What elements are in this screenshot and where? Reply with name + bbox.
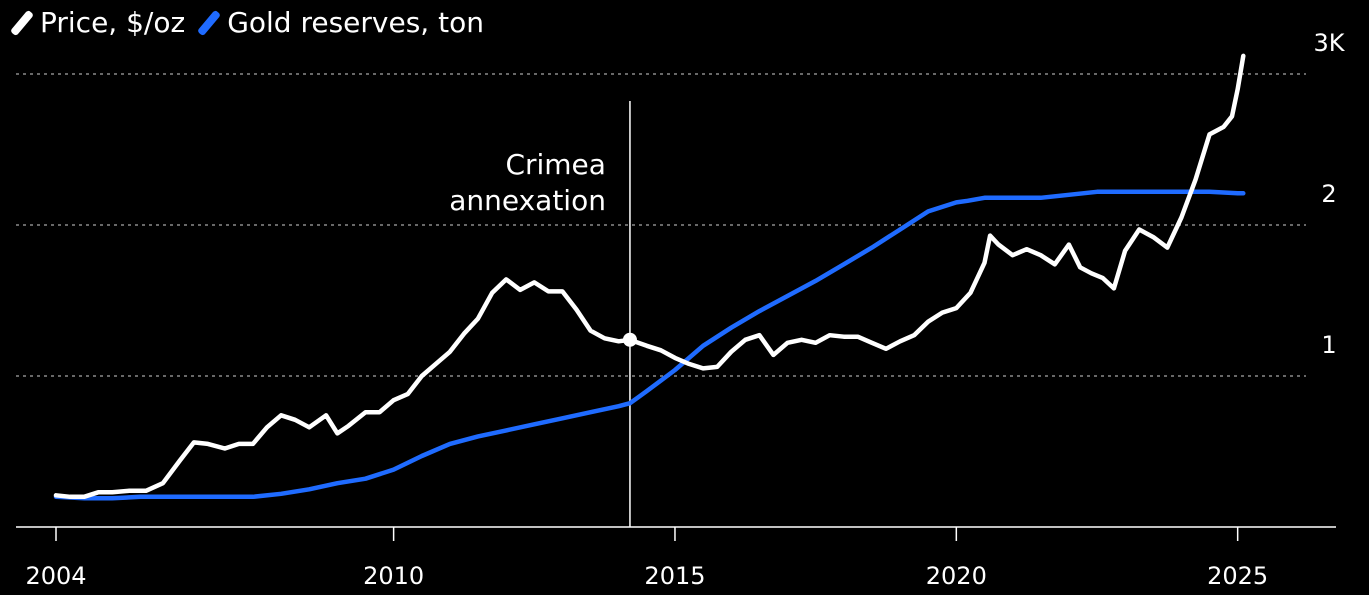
legend-label-price: Price, $/oz	[40, 6, 186, 39]
legend: Price, $/oz Gold reserves, ton	[9, 6, 500, 39]
annotation-dot	[622, 332, 637, 347]
x-tick-label: 2010	[363, 562, 424, 590]
legend-item-reserves: Gold reserves, ton	[197, 6, 484, 39]
x-tick-label: 2025	[1207, 562, 1268, 590]
x-tick-label: 2015	[644, 562, 705, 590]
y-tick-label: 1	[1321, 331, 1336, 359]
y-tick-label: 2	[1321, 180, 1336, 208]
annotation-label: annexation	[449, 184, 606, 217]
price-line	[53, 53, 1246, 500]
legend-item-price: Price, $/oz	[9, 6, 186, 39]
x-tick-label: 2020	[926, 562, 987, 590]
annotation-label: Crimea	[505, 148, 606, 181]
legend-label-reserves: Gold reserves, ton	[227, 6, 484, 39]
reserves-line	[53, 189, 1246, 501]
x-tick-label: 2004	[25, 562, 86, 590]
y-tick-label: 3K	[1313, 29, 1345, 57]
